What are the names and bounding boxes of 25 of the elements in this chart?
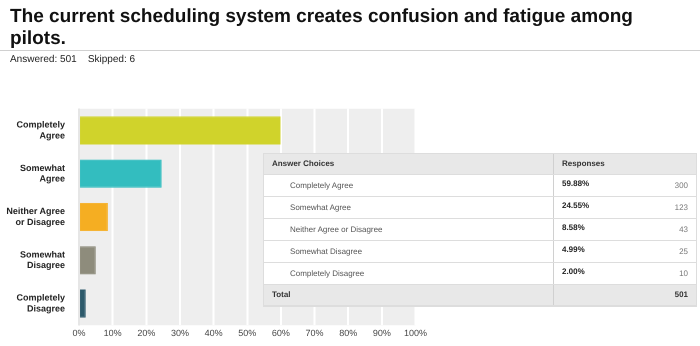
x-tick-label: 30% — [170, 328, 189, 338]
chart-title: The current scheduling system creates confusion and fatigue among pilots. — [10, 6, 634, 50]
x-tick-label: 10% — [104, 328, 122, 338]
y-tick-label: Completely Disagree — [16, 292, 66, 314]
bar — [80, 202, 108, 232]
response-table: Answer Choices Responses Completely Agree 59.88% 300 Somewhat Agree 24.55% 123 Neither Agree or Disagree 8.58% 43 Somewhat Disagree 4.99% 25 Completely Disagree 2.00% 10 Total 501 — [263, 153, 697, 307]
x-tick-label: 100% — [404, 328, 428, 338]
x-tick-label: 40% — [204, 328, 223, 338]
bar — [80, 116, 280, 145]
annotation: Total — [264, 285, 554, 305]
x-tick-label: 90% — [372, 328, 391, 338]
x-tick-label: 60% — [272, 328, 290, 338]
x-tick-label: 70% — [306, 328, 324, 338]
y-tick-label: Neither Agree or Disagree — [6, 206, 66, 227]
annotation: Answer Choices — [264, 154, 554, 174]
y-tick-label: Somewhat Disagree — [20, 249, 66, 270]
bar — [80, 160, 162, 188]
bar — [80, 246, 96, 274]
x-tick-label: 0% — [72, 328, 86, 338]
x-tick-label: 80% — [339, 328, 358, 338]
x-tick-label: 50% — [238, 328, 256, 338]
x-tick-label: 20% — [137, 328, 156, 338]
y-tick-label: Somewhat Agree — [20, 162, 66, 184]
y-tick-label: Completely Agree — [16, 120, 66, 140]
chart-subtitle: Answered: 501 Skipped: 6 — [10, 54, 136, 65]
